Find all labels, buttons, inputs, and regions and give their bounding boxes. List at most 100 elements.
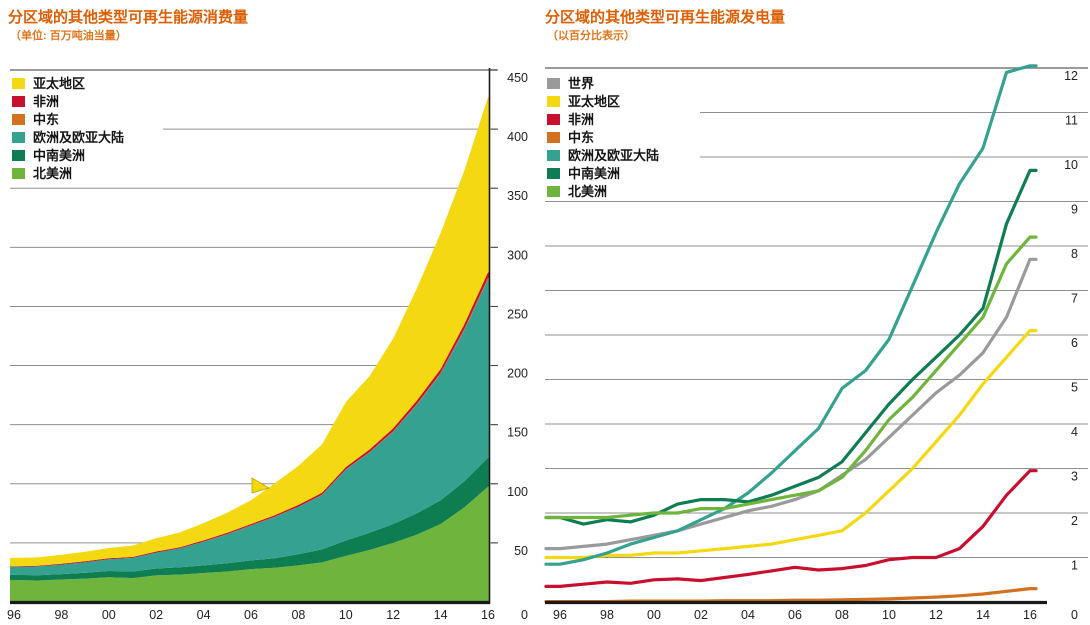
right-chart-legend: 世界亚太地区非洲中东欧洲及欧亚大陆 中南美洲北美洲: [547, 74, 659, 200]
legend-item: 亚太地区: [12, 74, 124, 92]
legend-swatch-icon: [547, 149, 560, 161]
line-africa: [544, 469, 1038, 589]
legend-label: 亚太地区: [568, 93, 621, 109]
y-tick-label: 450: [507, 71, 528, 85]
legend-label: 中南美洲: [568, 165, 621, 181]
legend-label: 非洲: [568, 111, 595, 127]
y-tick-label: 5: [1071, 381, 1078, 395]
x-tick-label: 00: [647, 608, 661, 622]
legend-item: 非洲: [547, 110, 659, 128]
y-tick-label: 50: [514, 544, 528, 558]
legend-item: 中东: [12, 110, 124, 128]
legend-item: 中东: [547, 128, 659, 146]
legend-label: 欧洲及欧亚大陆: [568, 147, 660, 163]
y-tick-label: 10: [1064, 158, 1078, 172]
legend-label: 欧洲及欧亚大陆: [33, 129, 125, 145]
x-tick-label: 14: [434, 608, 448, 622]
y-tick-label: 8: [1071, 247, 1078, 261]
area-s-c-america: [10, 457, 490, 581]
x-tick-label: 00: [102, 608, 116, 622]
y-tick-label: 300: [507, 248, 528, 262]
x-tick-label: 06: [244, 608, 258, 622]
y-tick-label: 1: [1071, 559, 1078, 573]
x-tick-label: 06: [788, 608, 802, 622]
y-tick-label: 150: [507, 426, 528, 440]
legend-swatch-icon: [547, 131, 560, 143]
y-tick-label: 250: [507, 307, 528, 321]
area-europe-eurasia: [10, 279, 490, 576]
legend-swatch-icon: [12, 167, 25, 179]
x-tick-label: 98: [54, 608, 68, 622]
legend-item: 北美洲: [547, 182, 659, 200]
line-s-c-america: [544, 168, 1038, 526]
y-tick-label: 6: [1071, 336, 1078, 350]
legend-item: 中南美洲: [547, 164, 659, 182]
x-tick-label: 02: [149, 608, 163, 622]
area-asia-pacific: [10, 97, 490, 567]
left-chart-legend: 亚太地区非洲 中东 欧洲及欧亚大陆 中南美洲北美洲: [12, 74, 124, 182]
x-tick-label: 96: [553, 608, 567, 622]
y-zero-label: 0: [1071, 608, 1078, 622]
x-tick-label: 02: [694, 608, 708, 622]
legend-swatch-icon: [547, 113, 560, 125]
legend-item: 非洲: [12, 92, 124, 110]
line-asia-pacific: [544, 329, 1038, 560]
legend-label: 中南美洲: [33, 147, 86, 163]
legend-item: 世界: [547, 74, 659, 92]
line-world: [544, 257, 1038, 551]
x-tick-label: 08: [291, 608, 305, 622]
x-tick-label: 98: [600, 608, 614, 622]
y-tick-label: 200: [507, 367, 528, 381]
y-tick-label: 4: [1071, 425, 1078, 439]
legend-swatch-icon: [12, 131, 25, 143]
artifact-triangle: [251, 477, 270, 494]
legend-label: 中东: [568, 129, 595, 145]
y-tick-label: 100: [507, 485, 528, 499]
legend-label: 非洲: [33, 93, 60, 109]
legend-swatch-icon: [12, 77, 25, 89]
legend-swatch-icon: [12, 149, 25, 161]
x-tick-label: 08: [835, 608, 849, 622]
y-tick-label: 11: [1065, 114, 1078, 128]
left-chart-title: 分区域的其他类型可再生能源消费量: [8, 9, 249, 26]
y-tick-label: 2: [1071, 514, 1078, 528]
x-tick-label: 12: [386, 608, 400, 622]
right-chart-subtitle: （以百分比表示）: [547, 30, 635, 42]
x-tick-label: 04: [741, 608, 755, 622]
line-middle-east: [544, 586, 1038, 604]
legend-swatch-icon: [12, 95, 25, 107]
right-chart-title: 分区域的其他类型可再生能源发电量: [545, 9, 786, 26]
y-tick-label: 3: [1071, 470, 1078, 484]
y-tick-label: 7: [1071, 292, 1078, 306]
legend-label: 世界: [568, 75, 595, 91]
legend-item: 欧洲及欧亚大陆: [547, 146, 659, 164]
legend-item: 中南美洲: [12, 146, 124, 164]
y-zero-label: 0: [521, 608, 528, 622]
x-tick-label: 96: [7, 608, 21, 622]
left-chart-subtitle: （单位: 百万吨油当量）: [10, 30, 127, 42]
legend-swatch-icon: [547, 185, 560, 197]
line-europe-eurasia: [544, 64, 1038, 566]
legend-label: 北美洲: [33, 165, 73, 181]
x-tick-label: 10: [339, 608, 353, 622]
y-tick-label: 12: [1064, 69, 1078, 83]
legend-swatch-icon: [547, 77, 560, 89]
x-tick-label: 16: [481, 608, 495, 622]
area-north-america: [10, 486, 490, 602]
x-tick-label: 14: [976, 608, 990, 622]
legend-label: 亚太地区: [33, 75, 86, 91]
legend-item: 亚太地区: [547, 92, 659, 110]
x-tick-label: 10: [882, 608, 896, 622]
legend-item: 欧洲及欧亚大陆: [12, 128, 124, 146]
y-tick-label: 350: [507, 189, 528, 203]
x-tick-label: 16: [1023, 608, 1037, 622]
legend-label: 北美洲: [568, 183, 608, 199]
legend-item: 北美洲: [12, 164, 124, 182]
y-tick-label: 400: [507, 130, 528, 144]
legend-swatch-icon: [547, 95, 560, 107]
y-tick-label: 9: [1071, 203, 1078, 217]
legend-swatch-icon: [547, 167, 560, 179]
x-tick-label: 04: [197, 608, 211, 622]
